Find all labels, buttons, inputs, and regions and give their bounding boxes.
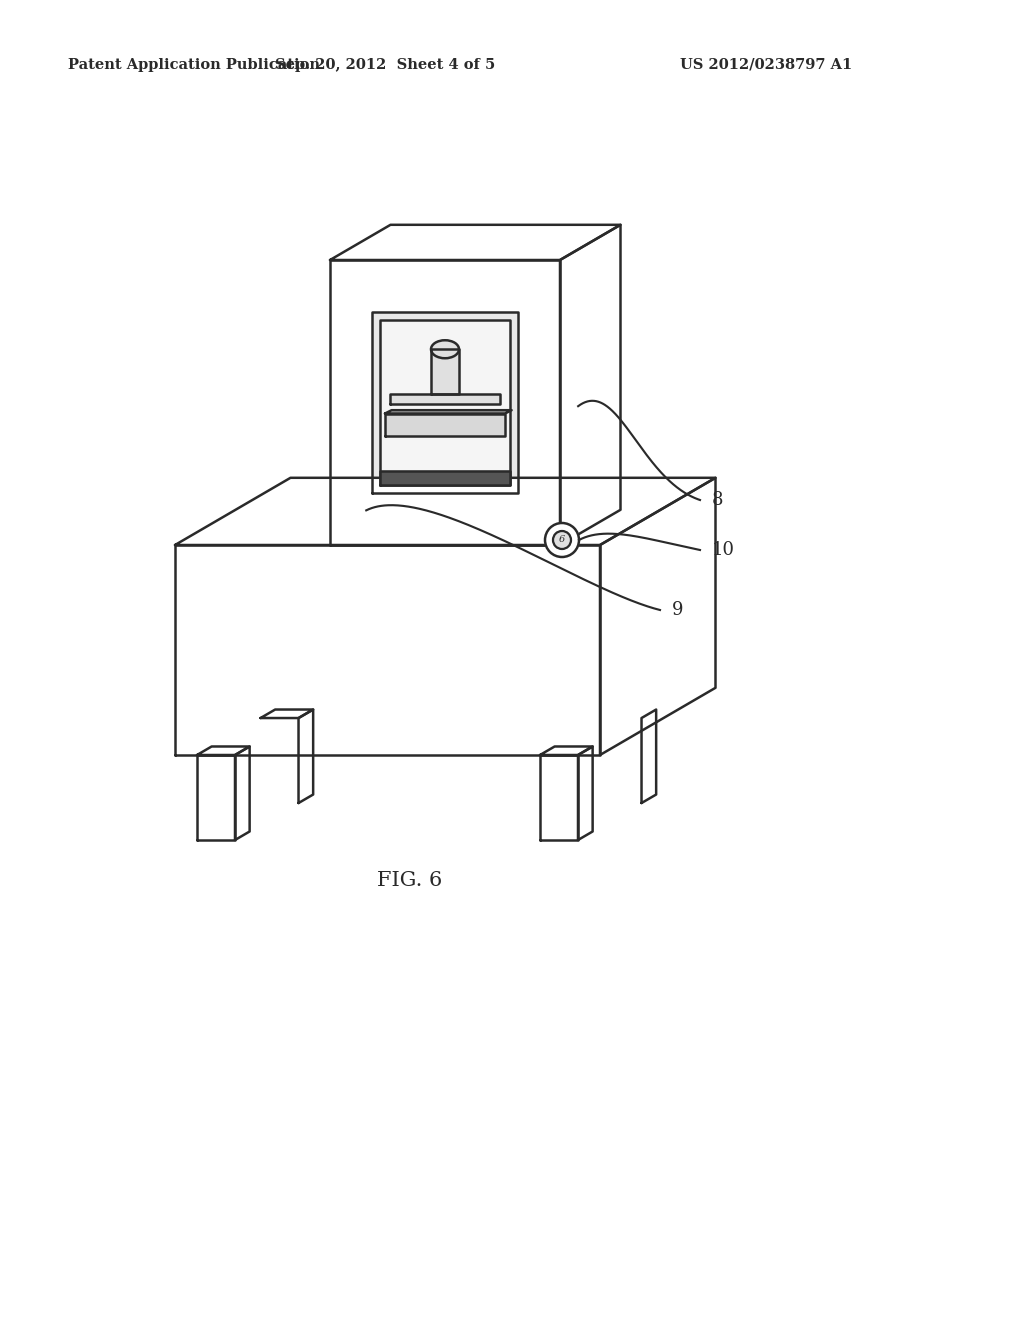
Text: US 2012/0238797 A1: US 2012/0238797 A1 [680, 58, 852, 73]
Polygon shape [260, 710, 313, 718]
Text: 8: 8 [712, 491, 724, 510]
Text: 9: 9 [672, 601, 683, 619]
Ellipse shape [431, 341, 459, 358]
Polygon shape [175, 545, 600, 755]
Polygon shape [540, 755, 578, 840]
Polygon shape [197, 755, 234, 840]
Text: Patent Application Publication: Patent Application Publication [68, 58, 319, 73]
Polygon shape [330, 260, 560, 545]
Text: 10: 10 [712, 541, 735, 558]
Polygon shape [330, 224, 621, 260]
Polygon shape [578, 747, 593, 840]
Polygon shape [600, 478, 716, 755]
Polygon shape [372, 312, 518, 492]
Text: 6: 6 [559, 536, 565, 544]
Polygon shape [641, 710, 656, 803]
Polygon shape [234, 747, 250, 840]
Polygon shape [380, 471, 510, 484]
Polygon shape [431, 350, 459, 395]
Polygon shape [390, 395, 500, 404]
Polygon shape [299, 710, 313, 803]
Text: Sep. 20, 2012  Sheet 4 of 5: Sep. 20, 2012 Sheet 4 of 5 [274, 58, 496, 73]
Polygon shape [380, 319, 510, 484]
Text: FIG. 6: FIG. 6 [378, 870, 442, 890]
Polygon shape [197, 747, 250, 755]
Polygon shape [175, 478, 716, 545]
Polygon shape [385, 411, 512, 413]
Circle shape [553, 531, 571, 549]
Polygon shape [540, 747, 593, 755]
Circle shape [545, 523, 579, 557]
Polygon shape [560, 224, 621, 545]
Polygon shape [385, 413, 505, 436]
